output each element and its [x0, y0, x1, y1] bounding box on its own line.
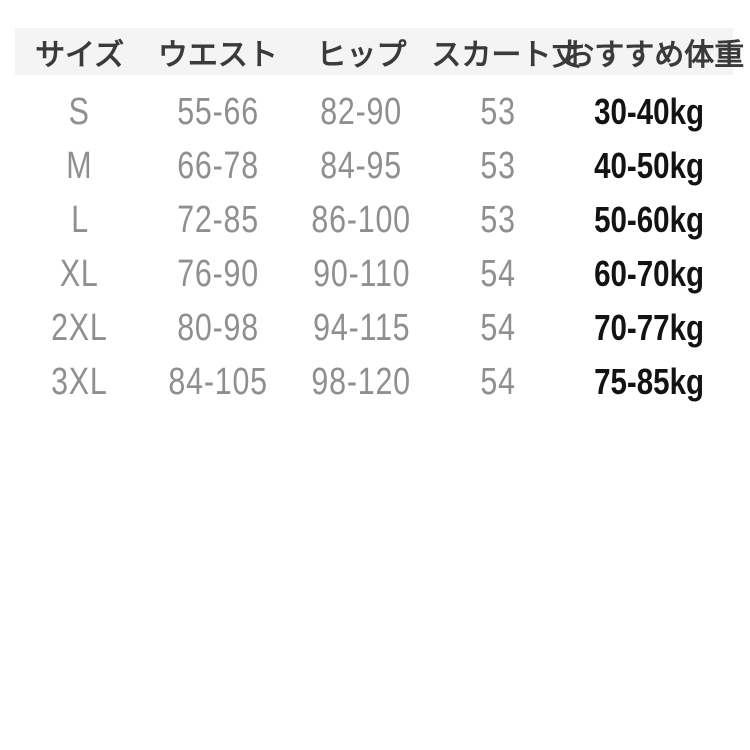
hip-value: 98-120	[311, 360, 412, 403]
size-cell: L	[15, 199, 144, 242]
weight-cell: 30-40kg	[564, 91, 733, 133]
waist-cell: 72-85	[144, 199, 291, 242]
hip-value: 94-115	[312, 306, 411, 349]
size-value: L	[70, 198, 89, 241]
hip-cell: 98-120	[291, 361, 431, 404]
skirt-length-cell: 54	[431, 307, 564, 350]
header-waist: ウエスト	[157, 38, 278, 72]
weight-cell: 60-70kg	[564, 253, 733, 295]
size-value: 2XL	[51, 306, 108, 349]
size-value: M	[66, 144, 93, 187]
hip-value: 86-100	[311, 198, 412, 241]
weight-value: 70-77kg	[593, 307, 704, 348]
skirt-length-value: 53	[480, 90, 516, 133]
size-value: S	[69, 90, 91, 133]
weight-value: 50-60kg	[593, 199, 704, 240]
skirt-length-value: 54	[480, 252, 516, 295]
size-cell: 2XL	[15, 307, 144, 350]
size-value: XL	[60, 252, 100, 295]
header-hip: ヒップ	[316, 38, 407, 72]
weight-cell: 50-60kg	[564, 199, 733, 241]
table-header-row: サイズ ウエスト ヒップ スカート丈 おすすめ体重	[15, 28, 745, 75]
skirt-length-cell: 53	[431, 145, 564, 188]
size-cell: M	[15, 145, 144, 188]
hip-cell: 84-95	[291, 145, 431, 188]
hip-value: 82-90	[320, 90, 403, 133]
weight-value: 30-40kg	[593, 91, 704, 132]
weight-cell: 70-77kg	[564, 307, 733, 349]
skirt-length-value: 54	[480, 360, 516, 403]
weight-value: 60-70kg	[593, 253, 704, 294]
size-value: 3XL	[51, 360, 108, 403]
waist-value: 55-66	[176, 90, 259, 133]
waist-cell: 84-105	[144, 361, 291, 404]
hip-cell: 82-90	[291, 91, 431, 134]
waist-value: 84-105	[168, 360, 268, 403]
table-row: 3XL 84-105 98-120 54 75-85kg	[15, 355, 733, 409]
hip-value: 90-110	[312, 252, 411, 295]
hip-cell: 90-110	[291, 253, 431, 296]
waist-value: 80-98	[176, 306, 259, 349]
weight-cell: 40-50kg	[564, 145, 733, 187]
weight-value: 75-85kg	[593, 361, 704, 402]
waist-cell: 66-78	[144, 145, 291, 188]
skirt-length-cell: 54	[431, 361, 564, 404]
table-row: S 55-66 82-90 53 30-40kg	[15, 85, 733, 139]
hip-cell: 94-115	[291, 307, 431, 350]
waist-cell: 55-66	[144, 91, 291, 134]
table-row: 2XL 80-98 94-115 54 70-77kg	[15, 301, 733, 355]
header-size: サイズ	[35, 38, 125, 72]
waist-value: 72-85	[176, 198, 259, 241]
table-row: M 66-78 84-95 53 40-50kg	[15, 139, 733, 193]
skirt-length-value: 53	[480, 198, 516, 241]
waist-value: 76-90	[176, 252, 259, 295]
size-cell: 3XL	[15, 361, 144, 404]
hip-value: 84-95	[320, 144, 403, 187]
size-cell: S	[15, 91, 144, 134]
skirt-length-value: 53	[480, 144, 516, 187]
size-chart-table: サイズ ウエスト ヒップ スカート丈 おすすめ体重 S 55-66 82-90 …	[15, 28, 745, 409]
skirt-length-cell: 54	[431, 253, 564, 296]
hip-cell: 86-100	[291, 199, 431, 242]
waist-cell: 76-90	[144, 253, 291, 296]
waist-value: 66-78	[176, 144, 259, 187]
header-skirt-length: スカート丈	[431, 38, 582, 72]
table-row: L 72-85 86-100 53 50-60kg	[15, 193, 733, 247]
skirt-length-cell: 53	[431, 199, 564, 242]
header-recommended-weight: おすすめ体重	[564, 38, 745, 72]
weight-value: 40-50kg	[593, 145, 704, 186]
size-cell: XL	[15, 253, 144, 296]
table-row: XL 76-90 90-110 54 60-70kg	[15, 247, 733, 301]
waist-cell: 80-98	[144, 307, 291, 350]
skirt-length-cell: 53	[431, 91, 564, 134]
weight-cell: 75-85kg	[564, 361, 733, 403]
skirt-length-value: 54	[480, 306, 516, 349]
table-body: S 55-66 82-90 53 30-40kg M 66-78 84-95 5…	[15, 85, 733, 409]
